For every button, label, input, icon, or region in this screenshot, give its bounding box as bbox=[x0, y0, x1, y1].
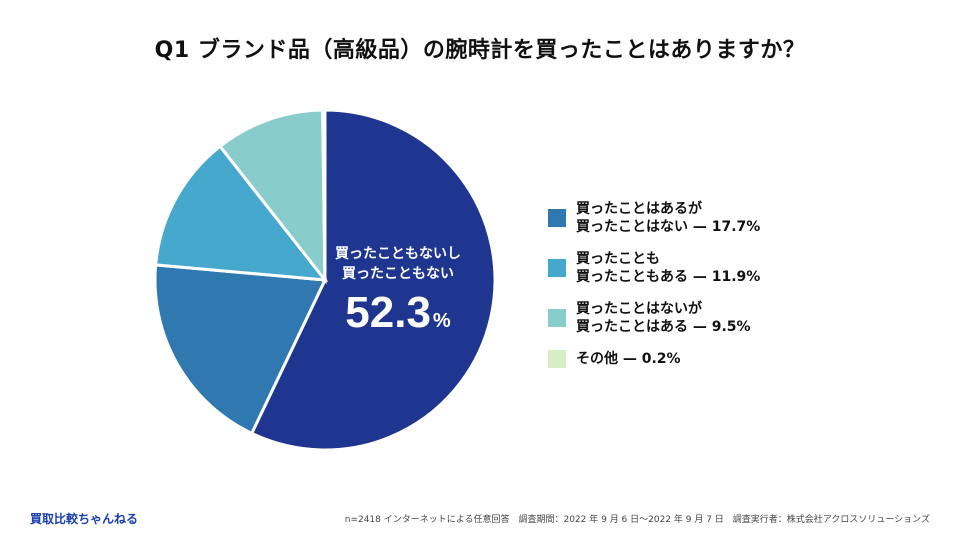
center-value-unit: % bbox=[432, 310, 451, 332]
legend-line2-wrap: 買ったことはある — 9.5% bbox=[576, 318, 751, 336]
legend-value: 0.2% bbox=[641, 351, 681, 367]
footer-brand: 買取比較ちゃんねる bbox=[30, 512, 139, 526]
pie-slice-4 bbox=[321, 108, 327, 281]
legend-line2: その他 bbox=[576, 351, 618, 367]
legend-separator: — bbox=[692, 219, 707, 235]
legend-item: 買ったことも 買ったこともある — 11.9% bbox=[548, 250, 948, 286]
legend-item: 買ったことはあるが 買ったことはない — 17.7% bbox=[548, 200, 948, 236]
legend: 買ったことはあるが 買ったことはない — 17.7% 買ったことも 買ったことも… bbox=[548, 200, 948, 382]
center-value: 52.3% bbox=[318, 288, 478, 338]
legend-separator: — bbox=[692, 269, 707, 285]
legend-value: 9.5% bbox=[711, 319, 751, 335]
pie-slice-3 bbox=[217, 108, 327, 285]
pie-slice-0 bbox=[249, 108, 497, 452]
footer-note: n=2418 インターネットによる任意回答 調査期間：2022 年 9 月 6 … bbox=[344, 515, 930, 525]
pie-slice-1 bbox=[153, 263, 328, 436]
legend-line2-wrap: 買ったことはない — 17.7% bbox=[576, 218, 760, 236]
legend-line2: 買ったことはある bbox=[576, 319, 688, 335]
legend-swatch bbox=[548, 309, 566, 327]
legend-line2: 買ったこともある bbox=[576, 269, 688, 285]
legend-line2: 買ったことはない bbox=[576, 219, 688, 235]
legend-value: 17.7% bbox=[711, 219, 761, 235]
legend-item: 買ったことはないが 買ったことはある — 9.5% bbox=[548, 300, 948, 336]
legend-line1: 買ったことはないが bbox=[576, 301, 702, 317]
center-label-line2: 買ったこともない bbox=[342, 266, 454, 282]
legend-line1: 買ったことも bbox=[576, 251, 660, 267]
legend-value: 11.9% bbox=[711, 269, 761, 285]
legend-item: その他 — 0.2% bbox=[548, 350, 948, 368]
legend-line1: 買ったことはあるが bbox=[576, 201, 702, 217]
legend-swatch bbox=[548, 350, 566, 368]
legend-separator: — bbox=[622, 351, 637, 367]
center-label: 買ったこともないし 買ったこともない 52.3% bbox=[318, 244, 478, 338]
legend-separator: — bbox=[692, 319, 707, 335]
legend-line2-wrap: 買ったこともある — 11.9% bbox=[576, 268, 760, 286]
center-label-line1: 買ったこともないし bbox=[335, 246, 461, 262]
legend-swatch bbox=[548, 209, 566, 227]
chart-title: Q1 ブランド品（高級品）の腕時計を買ったことはありますか？ bbox=[154, 38, 806, 63]
pie-slice-2 bbox=[154, 144, 329, 282]
legend-swatch bbox=[548, 259, 566, 277]
legend-line2-wrap: その他 — 0.2% bbox=[576, 350, 681, 368]
center-value-number: 52.3 bbox=[345, 288, 431, 337]
